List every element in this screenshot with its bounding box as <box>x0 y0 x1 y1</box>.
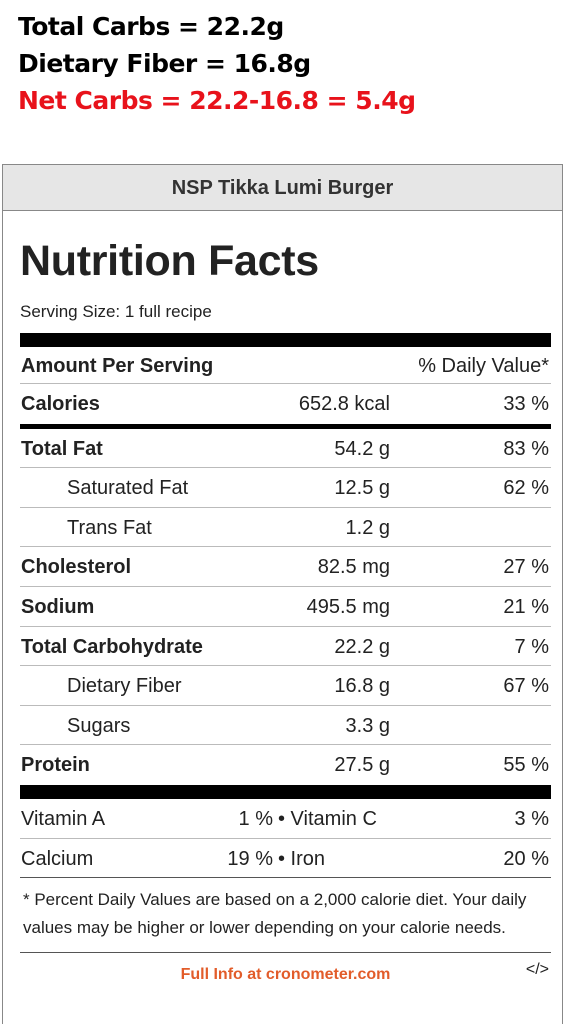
vitamin-pct: 3 % <box>514 807 549 830</box>
nutrient-label: Sodium <box>21 595 95 618</box>
nutrient-row-sugars: Sugars 3.3 g <box>20 706 551 746</box>
nutrient-label: Dietary Fiber <box>67 675 182 698</box>
nutrition-facts-title: Nutrition Facts <box>20 237 319 285</box>
nutrient-amount: 16.8 g <box>334 675 390 698</box>
daily-value-footnote: * Percent Daily Values are based on a 2,… <box>20 878 551 954</box>
nutrition-facts-panel: Nutrition Facts Serving Size: 1 full rec… <box>20 211 551 999</box>
vitamin-row-calcium-iron: Calcium 19 % • Iron 20 % <box>20 839 551 879</box>
total-carbs-note: Total Carbs = 22.2g <box>18 12 284 41</box>
net-carbs-note: Net Carbs = 22.2-16.8 = 5.4g <box>18 86 416 115</box>
dietary-fiber-note: Dietary Fiber = 16.8g <box>18 49 311 78</box>
nutrient-amount: 652.8 kcal <box>298 393 390 415</box>
nutrient-amount: 27.5 g <box>334 754 390 777</box>
net-carbs-notes: Total Carbs = 22.2g Dietary Fiber = 16.8… <box>18 8 416 119</box>
nutrient-label: Total Carbohydrate <box>21 635 203 658</box>
nutrient-daily-value: 83 % <box>503 437 549 460</box>
nutrient-label: Calories <box>21 393 100 415</box>
medium-divider <box>20 423 551 429</box>
vitamin-label: Vitamin A <box>21 807 106 830</box>
nutrient-daily-value: 33 % <box>503 393 549 415</box>
nutrient-daily-value: 55 % <box>503 754 549 777</box>
nutrient-row-calories: Calories 652.8 kcal 33 % <box>20 384 551 424</box>
vitamin-label: Calcium <box>21 847 94 870</box>
nutrient-row-trans-fat: Trans Fat 1.2 g <box>20 508 551 548</box>
amount-per-serving-label: Amount Per Serving <box>21 355 214 377</box>
nutrient-daily-value: 7 % <box>514 635 549 658</box>
nutrient-amount: 82.5 mg <box>317 556 390 579</box>
vitamin-row-a-c: Vitamin A 1 % • Vitamin C 3 % <box>20 799 551 839</box>
label-footer: Full Info at cronometer.com </> <box>20 953 551 999</box>
nutrient-amount: 12.5 g <box>334 477 390 500</box>
nutrient-daily-value: 67 % <box>503 675 549 698</box>
nutrient-row-protein: Protein 27.5 g 55 % <box>20 745 551 785</box>
nutrition-label: NSP Tikka Lumi Burger Nutrition Facts Se… <box>2 164 563 1024</box>
nutrient-row-total-carbohydrate: Total Carbohydrate 22.2 g 7 % <box>20 627 551 667</box>
nutrient-amount: 3.3 g <box>345 714 390 737</box>
nutrient-row-dietary-fiber: Dietary Fiber 16.8 g 67 % <box>20 666 551 706</box>
nutrient-row-total-fat: Total Fat 54.2 g 83 % <box>20 429 551 469</box>
embed-code-icon[interactable]: </> <box>525 961 549 979</box>
nutrient-label: Trans Fat <box>67 516 152 539</box>
nutrient-amount: 1.2 g <box>345 516 390 539</box>
vitamin-label: • Vitamin C <box>278 807 377 830</box>
nutrient-label: Protein <box>21 754 90 777</box>
thick-divider <box>20 333 551 347</box>
nutrient-label: Cholesterol <box>21 556 132 579</box>
thick-divider <box>20 784 551 799</box>
amount-per-serving-row: Amount Per Serving % Daily Value* <box>20 347 551 384</box>
nutrient-daily-value: 62 % <box>503 477 549 500</box>
serving-size: Serving Size: 1 full recipe <box>20 302 212 321</box>
nutrient-label: Total Fat <box>21 437 103 460</box>
nutrient-daily-value: 21 % <box>503 595 549 618</box>
nutrient-row-sodium: Sodium 495.5 mg 21 % <box>20 587 551 627</box>
nutrient-row-saturated-fat: Saturated Fat 12.5 g 62 % <box>20 468 551 508</box>
vitamin-label: • Iron <box>278 847 326 870</box>
nutrient-amount: 495.5 mg <box>306 595 390 618</box>
nutrient-label: Saturated Fat <box>67 477 189 500</box>
nutrient-label: Sugars <box>67 714 131 737</box>
full-info-link[interactable]: Full Info at cronometer.com <box>180 966 391 984</box>
daily-value-header: % Daily Value* <box>418 355 549 377</box>
recipe-name: NSP Tikka Lumi Burger <box>3 165 562 211</box>
nutrient-amount: 54.2 g <box>334 437 390 460</box>
vitamin-pct: 20 % <box>503 847 549 870</box>
nutrient-daily-value: 27 % <box>503 556 549 579</box>
nutrient-amount: 22.2 g <box>334 635 390 658</box>
vitamin-pct: 19 % <box>227 847 273 870</box>
vitamin-pct: 1 % <box>238 807 273 830</box>
nutrient-row-cholesterol: Cholesterol 82.5 mg 27 % <box>20 547 551 587</box>
